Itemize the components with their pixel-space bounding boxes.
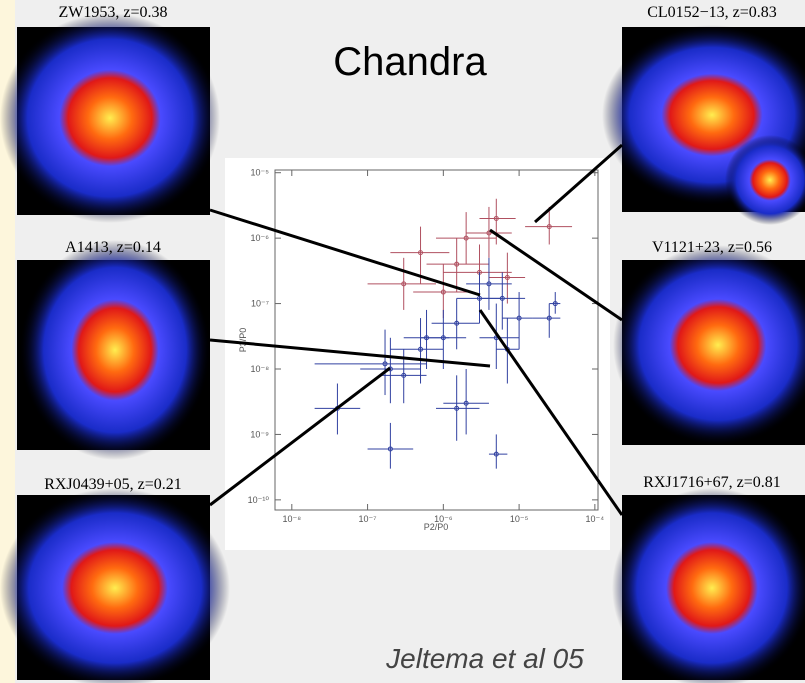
point [546, 224, 552, 230]
y-tick-label: 10⁻⁵ [251, 168, 270, 178]
point [401, 281, 407, 287]
point [424, 335, 430, 341]
point [418, 250, 424, 256]
x-tick-label: 10⁻⁴ [586, 514, 605, 524]
connectors [209, 143, 624, 516]
x-tick-label: 10⁻⁸ [283, 514, 302, 524]
point [454, 320, 460, 326]
point [454, 261, 460, 267]
panel-label: A1413, z=0.14 [65, 239, 161, 256]
panel-label: CL0152−13, z=0.83 [647, 4, 777, 21]
plot: 10⁻⁸ 10⁻⁷ 10⁻⁶ 10⁻⁵ 10⁻⁴ 10⁻¹⁰ 10⁻⁹ 10⁻⁸ 10⁻⁷ 10⁻… [248, 168, 605, 524]
point [504, 275, 510, 281]
title: Chandra [333, 40, 487, 84]
point [401, 372, 407, 378]
x-tick-label: 10⁻⁷ [359, 514, 377, 524]
point [387, 446, 393, 452]
point [440, 289, 446, 295]
y-axis-label: P3/P0 [238, 328, 248, 353]
point [493, 215, 499, 221]
y-tick-label: 10⁻⁹ [250, 429, 269, 439]
x-tick-label: 10⁻⁵ [510, 514, 529, 524]
point [463, 235, 469, 241]
point [486, 281, 492, 287]
x-tick-label: 10⁻⁶ [434, 514, 453, 524]
point [454, 405, 460, 411]
x-axis-label: P2/P0 [424, 522, 449, 532]
panel-label: RXJ1716+67, z=0.81 [643, 474, 781, 491]
panel-label: RXJ0439+05, z=0.21 [44, 476, 182, 493]
plot-frame [274, 169, 599, 511]
point [493, 451, 499, 457]
y-tick-label: 10⁻⁶ [251, 233, 270, 243]
panel-label: ZW1953, z=0.38 [59, 4, 168, 21]
point [546, 315, 552, 321]
point [486, 230, 492, 236]
point [463, 400, 469, 406]
y-tick-label: 10⁻⁷ [251, 299, 269, 309]
plot-bg [225, 158, 610, 550]
panel-label: V1121+23, z=0.56 [652, 239, 772, 256]
y-tick-label: 10⁻¹⁰ [248, 495, 270, 505]
y-tick-label: 10⁻⁸ [250, 364, 269, 374]
point [382, 361, 388, 367]
point [552, 301, 558, 307]
point [418, 346, 424, 352]
cluster-images [0, 13, 805, 683]
credit: Jeltema et al 05 [385, 643, 584, 674]
point [516, 315, 522, 321]
point [499, 295, 505, 301]
